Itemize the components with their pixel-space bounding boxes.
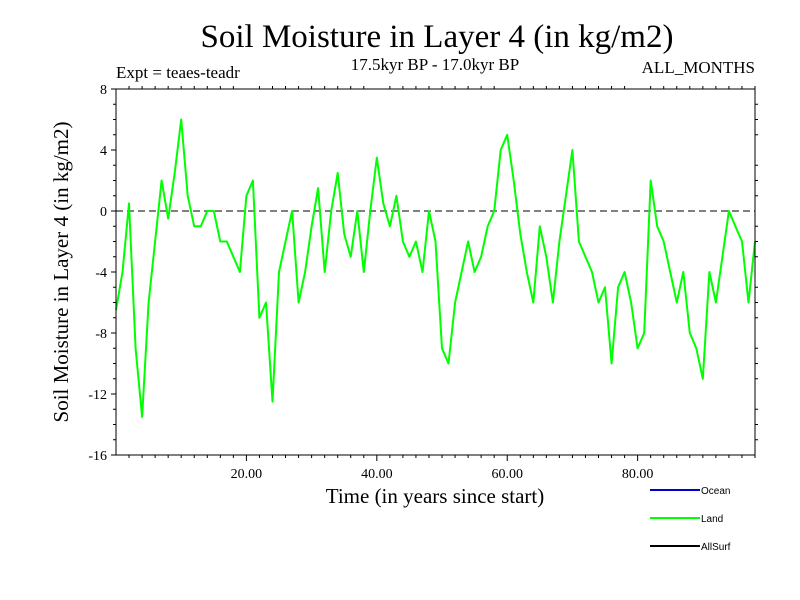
y-axis-label: Soil Moisture in Layer 4 (in kg/m2) [49,122,73,423]
series-group [115,118,756,418]
x-tick-label: 80.00 [622,467,654,482]
y-tick-label: 4 [100,144,107,159]
axis-ticks: 8 4 0 -4 -8 -12 -16 20.00 40.00 60.00 80.00 [88,83,758,482]
y-tick-label: -4 [95,266,107,281]
y-tick-label: 8 [100,83,107,98]
period-label: ALL_MONTHS [642,58,755,77]
y-tick-label: -8 [95,327,107,342]
plot-frame [115,88,756,456]
chart-subtitle: 17.5kyr BP - 17.0kyr BP [351,55,519,74]
x-axis-label: Time (in years since start) [326,484,545,508]
y-tick-label: -12 [88,388,107,403]
x-tick-label: 60.00 [491,467,523,482]
legend-label-land: Land [701,514,723,525]
legend: Ocean Land AllSurf [650,486,731,553]
x-tick-label: 20.00 [231,467,263,482]
x-tick-label: 40.00 [361,467,393,482]
y-tick-label: 0 [100,205,107,220]
chart-title: Soil Moisture in Layer 4 (in kg/m2) [201,19,674,55]
legend-label-ocean: Ocean [701,486,730,497]
series-line-land [115,118,756,418]
y-tick-label: -16 [88,449,107,464]
experiment-label: Expt = teaes-teadr [116,63,240,82]
legend-label-allsurf: AllSurf [701,542,731,553]
